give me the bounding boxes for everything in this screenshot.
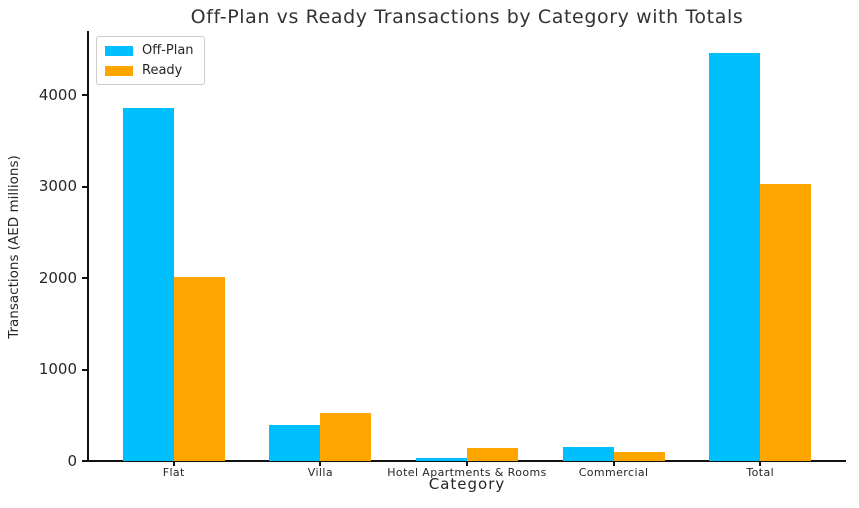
legend: Off-Plan Ready (96, 36, 205, 85)
x-axis-spine (87, 460, 846, 462)
y-tick-mark-3000 (82, 185, 87, 188)
x-tick-label-hotel-apartments-rooms: Hotel Apartments & Rooms (387, 466, 547, 479)
bar-ready-total (760, 183, 812, 461)
x-tick-label-commercial: Commercial (578, 466, 649, 479)
x-tick-mark-flat (172, 462, 175, 466)
y-axis-label: Transactions (AED millions) (6, 155, 22, 339)
chart-title: Off-Plan vs Ready Transactions by Catego… (190, 6, 744, 28)
x-tick-mark-total (759, 462, 762, 466)
y-tick-mark-1000 (82, 368, 87, 371)
x-tick-label-total: Total (746, 466, 775, 479)
legend-label-off-plan: Off-Plan (142, 43, 194, 58)
y-axis-spine (87, 31, 89, 462)
bar-off-plan-total (709, 52, 761, 461)
bar-ready-commercial (613, 451, 665, 461)
x-tick-mark-hotel-apartments-rooms (466, 462, 468, 466)
bar-ready-flat (173, 277, 225, 461)
x-tick-label-villa: Villa (307, 466, 333, 479)
x-tick-mark-commercial (612, 462, 615, 466)
y-tick-label-0: 0 (67, 451, 77, 470)
y-tick-label-2000: 2000 (38, 268, 77, 287)
bar-off-plan-commercial (562, 447, 614, 461)
y-tick-mark-4000 (82, 94, 87, 97)
x-tick-mark-villa (319, 462, 322, 466)
y-tick-label-4000: 4000 (38, 85, 77, 104)
x-tick-label-flat: Flat (162, 466, 185, 479)
legend-swatch-ready (105, 65, 133, 76)
y-tick-label-3000: 3000 (38, 177, 77, 196)
legend-entry-off-plan: Off-Plan (105, 43, 194, 58)
legend-label-ready: Ready (142, 63, 183, 78)
y-tick-label-1000: 1000 (38, 360, 77, 378)
y-tick-mark-2000 (82, 277, 87, 280)
y-tick-mark-0 (82, 460, 87, 462)
bar-off-plan-hotel-apartments-rooms (416, 458, 467, 461)
bar-ready-villa (320, 413, 372, 461)
x-axis-label: Category (428, 475, 506, 493)
bar-off-plan-villa (269, 425, 321, 461)
legend-entry-ready: Ready (105, 63, 194, 78)
legend-swatch-off-plan (105, 45, 133, 56)
bar-off-plan-flat (122, 107, 174, 461)
bar-ready-hotel-apartments-rooms (467, 448, 518, 461)
